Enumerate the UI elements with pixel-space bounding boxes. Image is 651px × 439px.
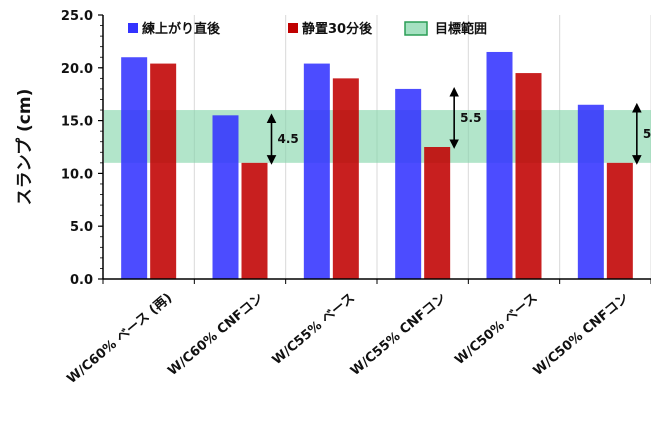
legend: 練上がり直後 静置30分後 目標範囲 (128, 21, 487, 37)
bar-initial-1 (212, 115, 239, 279)
x-category-label-4: W/C50% ベース (452, 291, 540, 368)
x-category-label-2: W/C55% ベース (270, 291, 358, 368)
bar-initial-0 (121, 57, 148, 279)
legend-swatch-2 (404, 21, 428, 36)
difference-label-2: 5.5 (643, 127, 651, 141)
bar-initial-2 (303, 63, 330, 279)
y-tick-label: 5.0 (70, 220, 93, 235)
legend-swatch-1 (288, 23, 298, 33)
y-tick-label: 15.0 (61, 115, 93, 130)
x-category-label-0: W/C60% ベース (再) (64, 291, 175, 387)
x-category-label-1: W/C60% CNFコン (165, 291, 266, 379)
legend-label-0: 練上がり直後 (142, 21, 221, 37)
difference-label-1: 5.5 (460, 111, 481, 125)
legend-swatch-0 (128, 23, 138, 33)
bar-30min-4 (515, 73, 542, 279)
bar-30min-5 (606, 162, 633, 279)
bar-initial-3 (395, 88, 422, 279)
target-range-band (104, 110, 651, 163)
difference-label-0: 4.5 (278, 132, 299, 146)
difference-annotations: 4.5 5.5 5.5 (266, 86, 651, 165)
y-axis-label: スランプ (cm) (14, 89, 35, 206)
y-tick-label: 10.0 (61, 167, 93, 182)
x-category-label-5: W/C50% CNFコン (531, 291, 632, 379)
legend-label-2: 目標範囲 (435, 21, 487, 37)
y-tick-label: 0.0 (70, 273, 93, 288)
bar-30min-3 (424, 147, 451, 279)
y-tick-label: 25.0 (61, 9, 93, 24)
x-category-label-3: W/C55% CNFコン (348, 291, 449, 379)
bars (121, 51, 633, 280)
bar-initial-5 (577, 104, 604, 279)
bar-30min-0 (150, 63, 177, 279)
y-tick-label: 20.0 (61, 62, 93, 77)
bar-initial-4 (486, 51, 513, 280)
bar-30min-1 (241, 162, 268, 279)
legend-label-1: 静置30分後 (302, 21, 373, 37)
bar-30min-2 (332, 78, 359, 279)
